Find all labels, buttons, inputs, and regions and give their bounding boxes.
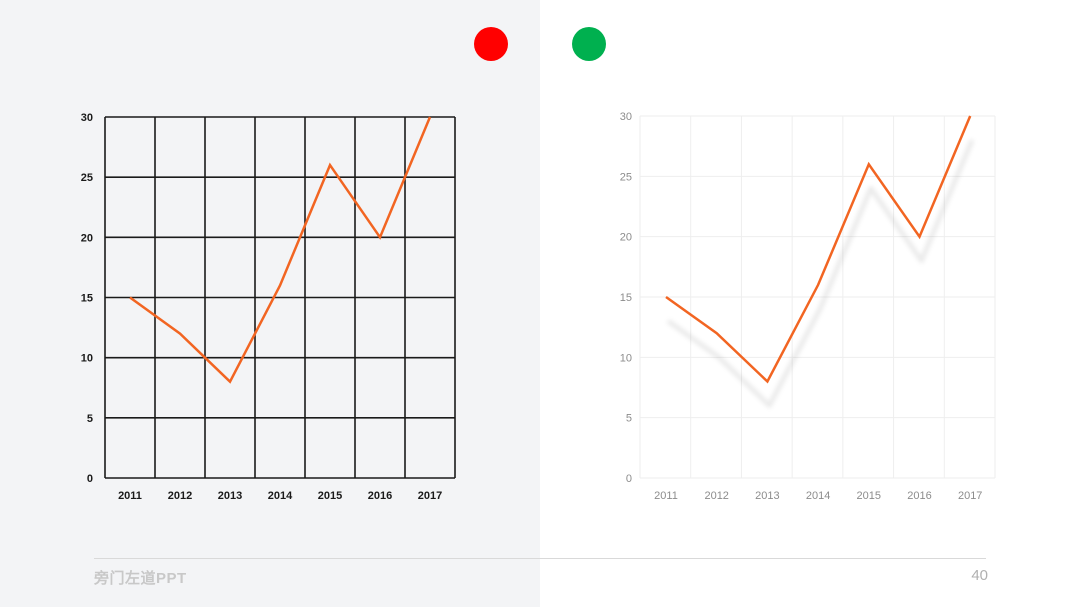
y-tick-label: 20 bbox=[81, 232, 93, 244]
x-tick-label: 2016 bbox=[368, 490, 392, 502]
y-tick-label: 5 bbox=[626, 413, 632, 425]
x-tick-label: 2014 bbox=[806, 490, 830, 502]
x-tick-label: 2017 bbox=[418, 490, 442, 502]
bad-example-marker bbox=[474, 27, 508, 61]
page-number: 40 bbox=[971, 567, 988, 584]
chart-right: 0 5 10 15 20 25 30 2011 2012 2013 2014 2015 2016 2017 bbox=[620, 111, 996, 502]
y-tick-label: 15 bbox=[81, 293, 93, 305]
y-tick-label: 15 bbox=[620, 292, 632, 304]
y-tick-label: 20 bbox=[620, 232, 632, 244]
right-panel bbox=[540, 0, 1080, 607]
x-tick-label: 2013 bbox=[755, 490, 779, 502]
y-tick-label: 10 bbox=[620, 352, 632, 364]
footer-brand: 旁门左道PPT bbox=[94, 570, 187, 587]
series-line bbox=[129, 116, 432, 384]
footer-divider bbox=[94, 558, 986, 559]
x-tick-label: 2012 bbox=[704, 490, 728, 502]
x-tick-label: 2011 bbox=[118, 490, 142, 502]
x-tick-label: 2016 bbox=[907, 490, 931, 502]
y-tick-label: 10 bbox=[81, 353, 93, 365]
y-tick-label: 30 bbox=[81, 112, 93, 124]
y-tick-label: 0 bbox=[87, 473, 93, 485]
x-tick-label: 2017 bbox=[958, 490, 982, 502]
x-tick-label: 2012 bbox=[168, 490, 192, 502]
y-tick-label: 25 bbox=[620, 171, 632, 183]
y-tick-label: 0 bbox=[626, 473, 632, 485]
x-tick-label: 2014 bbox=[268, 490, 293, 502]
y-tick-label: 5 bbox=[87, 413, 93, 425]
y-tick-label: 25 bbox=[81, 172, 93, 184]
x-tick-label: 2011 bbox=[654, 490, 678, 502]
x-tick-label: 2015 bbox=[857, 490, 881, 502]
chart-left: 0 5 10 15 20 25 30 2011 2012 2013 2014 2015 2016 2017 bbox=[81, 112, 456, 502]
y-tick-label: 30 bbox=[620, 111, 632, 123]
x-tick-label: 2013 bbox=[218, 490, 242, 502]
good-example-marker bbox=[572, 27, 606, 61]
x-tick-label: 2015 bbox=[318, 490, 342, 502]
series-line-shadow bbox=[666, 139, 975, 408]
